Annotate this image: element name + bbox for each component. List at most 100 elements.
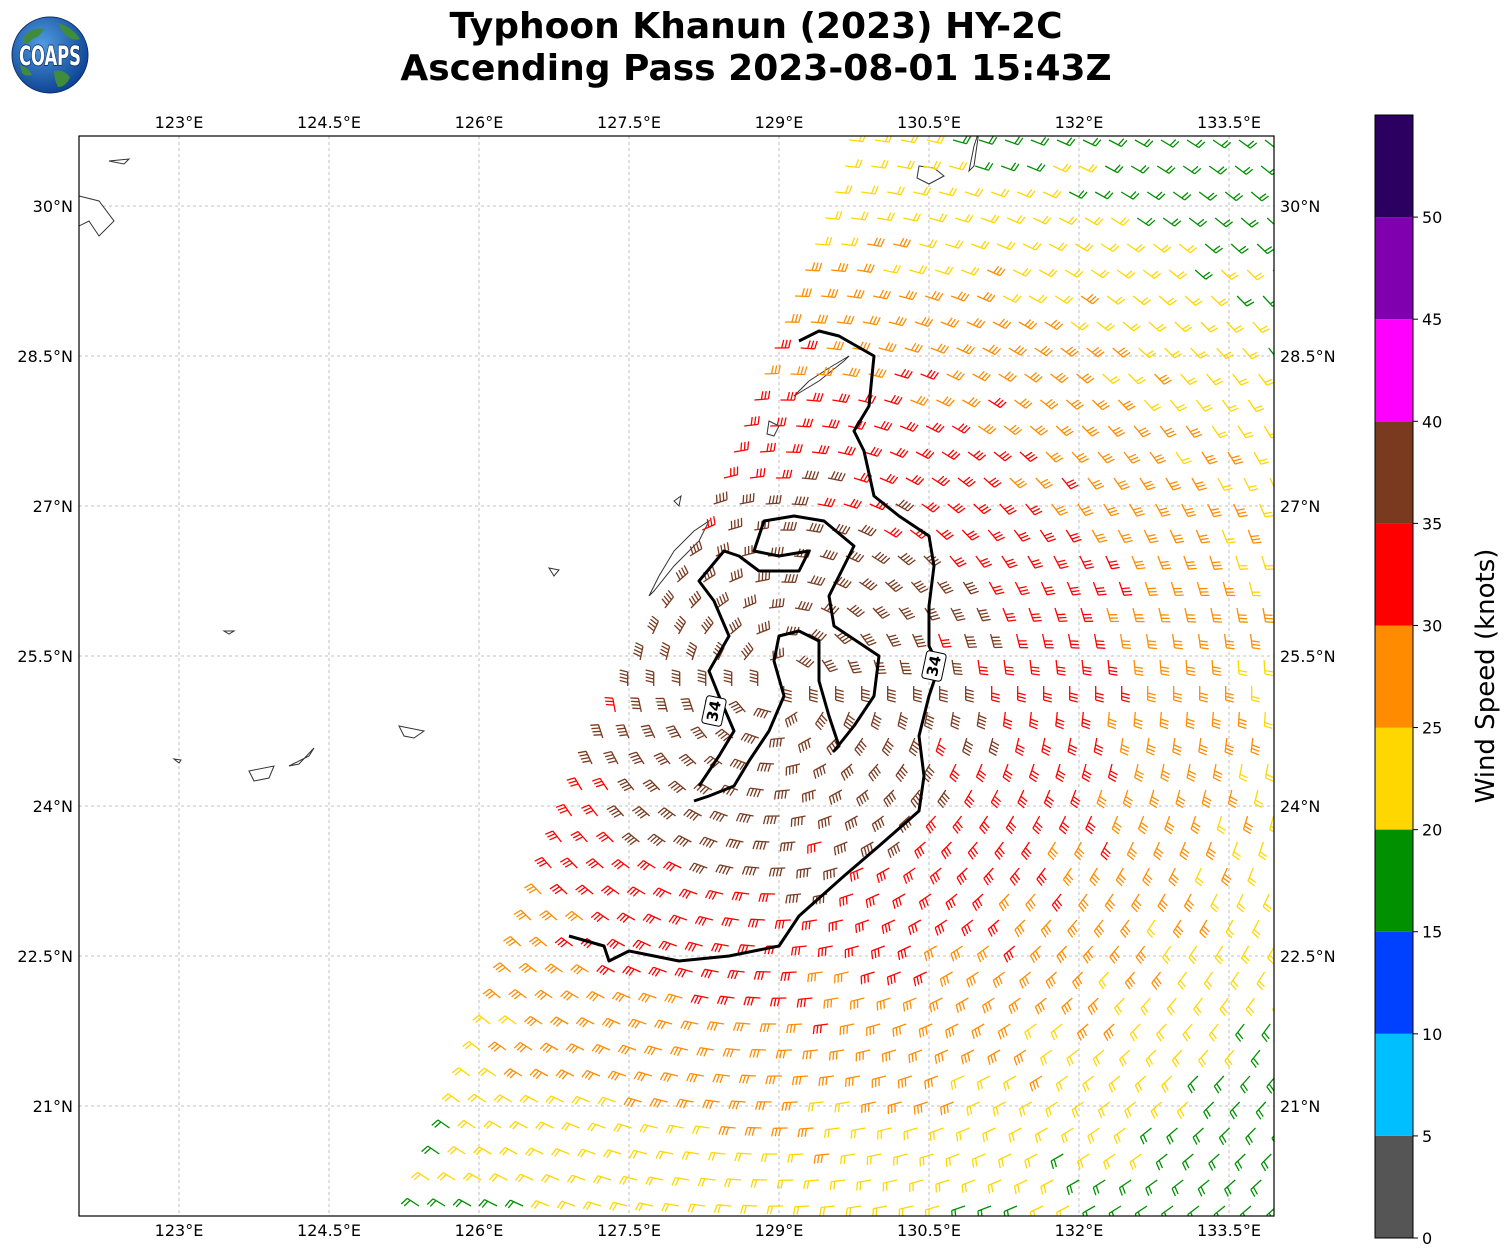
wind-barb	[1133, 711, 1143, 730]
wind-barb	[1144, 581, 1158, 596]
wind-barb	[1056, 137, 1076, 147]
wind-barb	[1237, 425, 1254, 439]
wind-barb	[575, 884, 594, 896]
wind-barb	[1013, 1049, 1027, 1066]
wind-barb	[829, 1179, 846, 1190]
wind-barb	[1043, 686, 1052, 703]
wind-barb	[1002, 607, 1017, 622]
wind-barb	[1196, 581, 1210, 597]
wind-barb	[781, 573, 799, 583]
wind-barb	[1055, 1075, 1069, 1092]
wind-barb	[716, 995, 735, 1005]
wind-barb	[895, 763, 908, 783]
wind-barb	[951, 423, 971, 434]
wind-barb	[1210, 607, 1223, 623]
wind-barb	[1185, 711, 1195, 730]
lon-tick-label-bottom: 133.5°E	[1197, 1221, 1261, 1240]
wind-barb	[722, 1047, 741, 1058]
wind-barb	[487, 1041, 507, 1052]
wind-barb	[1027, 555, 1043, 569]
wind-barb	[633, 1071, 653, 1082]
wind-barb	[1224, 1179, 1236, 1197]
colorbar-label: Wind Speed (knots)	[1471, 549, 1501, 804]
wind-barb	[1119, 1049, 1131, 1067]
wind-barb	[1182, 1153, 1194, 1171]
wind-barb	[648, 966, 667, 977]
wind-barb	[832, 393, 851, 403]
wind-barb	[923, 160, 942, 170]
wind-barb	[493, 1094, 513, 1103]
wind-barb	[997, 1023, 1011, 1040]
wind-barb	[606, 805, 625, 818]
wind-barb	[513, 909, 532, 921]
wind-barb	[1124, 971, 1136, 990]
wind-barb	[622, 965, 641, 977]
wind-barb	[775, 1049, 793, 1059]
wind-barb	[1230, 243, 1249, 254]
wind-barb	[721, 917, 740, 927]
wind-barb	[1176, 1101, 1189, 1120]
wind-barb	[1217, 477, 1233, 492]
wind-barb	[913, 1101, 928, 1115]
wind-barb	[1008, 345, 1028, 356]
wind-barb	[1008, 1127, 1022, 1143]
wind-barb	[503, 1068, 523, 1079]
wind-barb	[754, 390, 771, 401]
wind-barb	[1169, 399, 1188, 412]
colorbar-segment	[1375, 625, 1413, 728]
wind-barb	[1240, 945, 1250, 965]
wind-barb	[1211, 659, 1222, 677]
wind-barb	[570, 830, 588, 843]
wind-barb	[1062, 867, 1074, 887]
wind-barb	[1262, 893, 1272, 913]
wind-barb	[992, 318, 1012, 329]
wind-barb	[744, 416, 760, 427]
lon-tick-label-top: 126°E	[455, 113, 504, 132]
wind-barb	[800, 340, 818, 350]
wind-barb	[575, 1017, 595, 1028]
wind-barb	[696, 1047, 715, 1057]
wind-barb	[523, 1015, 543, 1027]
wind-barb	[749, 669, 759, 686]
wind-barb	[987, 1049, 1001, 1065]
wind-barb	[658, 940, 677, 951]
wind-barb	[712, 641, 725, 661]
wind-barb	[555, 1069, 575, 1080]
wind-barb	[705, 889, 724, 900]
wind-barb	[897, 945, 911, 961]
wind-barb	[924, 290, 944, 302]
wind-barb	[600, 885, 620, 896]
wind-barb	[729, 758, 749, 770]
wind-barb	[950, 945, 964, 962]
lon-tick-label-top: 133.5°E	[1197, 113, 1261, 132]
wind-barb	[690, 726, 708, 740]
wind-barb	[1082, 1075, 1095, 1093]
wind-barb	[939, 686, 948, 703]
wind-barb	[1009, 477, 1028, 489]
wind-barb	[1029, 711, 1039, 730]
wind-barb	[1092, 1179, 1106, 1196]
island-tanegashima	[968, 136, 979, 173]
wind-barb	[1051, 893, 1063, 912]
wind-barb	[903, 1127, 918, 1141]
wind-barb	[966, 317, 986, 329]
wind-barb	[975, 161, 994, 171]
wind-barb	[678, 753, 697, 767]
wind-barb	[1051, 503, 1068, 516]
wind-barb	[1078, 163, 1098, 173]
wind-barb	[1120, 919, 1131, 939]
wind-barb	[806, 392, 824, 402]
wind-barb	[1113, 477, 1130, 491]
wind-barb	[1220, 269, 1239, 281]
wind-barb	[870, 945, 885, 960]
wind-barb	[1146, 737, 1156, 756]
wind-barb	[756, 762, 775, 772]
wind-barb	[1009, 867, 1021, 886]
wind-barb	[807, 841, 822, 854]
wind-barb	[905, 474, 925, 486]
wind-barb	[1100, 841, 1111, 861]
wind-barb	[860, 971, 875, 985]
lat-tick-label-left: 22.5°N	[17, 947, 73, 966]
wind-barb	[1143, 529, 1159, 544]
